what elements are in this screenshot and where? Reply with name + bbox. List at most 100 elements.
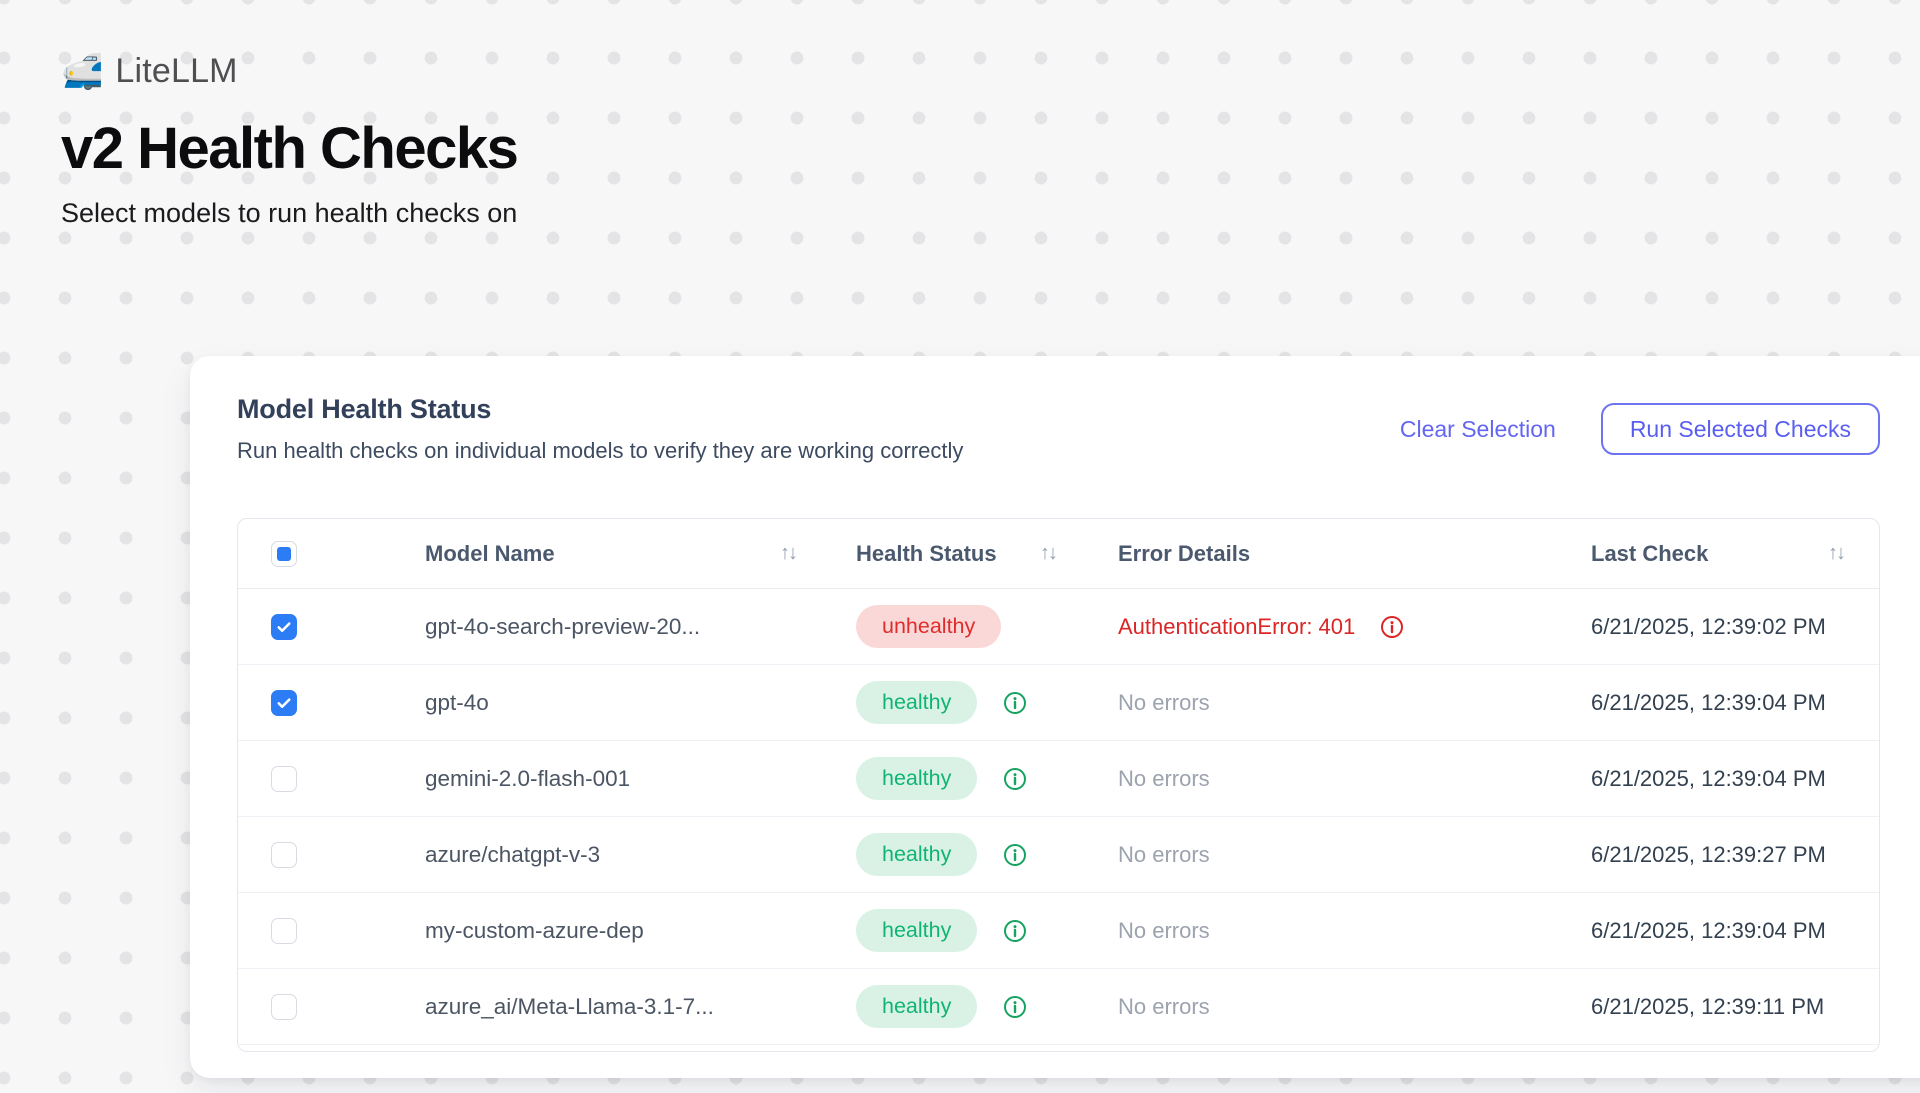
row-select-cell xyxy=(238,765,425,792)
table-row: gpt-4o-search-preview-20... unhealthy Au… xyxy=(238,589,1879,665)
health-table: Model Name ↑↓ Health Status ↑↓ Error Det… xyxy=(237,518,1880,1052)
last-check: 6/21/2025, 12:39:27 PM xyxy=(1591,841,1826,867)
indeterminate-mark-icon xyxy=(277,546,291,561)
model-name-cell: gpt-4o-search-preview-20... xyxy=(425,614,856,640)
error-text: AuthenticationError: 401 xyxy=(1118,613,1356,639)
model-name: gemini-2.0-flash-001 xyxy=(425,765,631,791)
last-check: 6/21/2025, 12:39:02 PM xyxy=(1591,613,1826,639)
last-check: 6/21/2025, 12:39:04 PM xyxy=(1591,689,1826,715)
clear-selection-link[interactable]: Clear Selection xyxy=(1399,415,1556,442)
row-select-cell xyxy=(238,689,425,716)
status-info-icon[interactable] xyxy=(1003,767,1027,791)
train-logo-icon: 🚅 xyxy=(61,52,104,91)
card-subtitle: Run health checks on individual models t… xyxy=(237,438,964,463)
model-name: gpt-4o xyxy=(425,689,489,715)
card-header-text: Model Health Status Run health checks on… xyxy=(237,394,963,464)
last-check-cell: 6/21/2025, 12:39:04 PM xyxy=(1591,766,1879,792)
last-check: 6/21/2025, 12:39:11 PM xyxy=(1591,993,1825,1019)
sort-icon[interactable]: ↑↓ xyxy=(1828,542,1846,564)
brand-name: LiteLLM xyxy=(115,52,238,90)
status-info-icon[interactable] xyxy=(1003,995,1027,1019)
health-status-cell: healthy xyxy=(856,985,1118,1028)
card-header: Model Health Status Run health checks on… xyxy=(237,394,1880,464)
select-all-checkbox[interactable] xyxy=(271,540,297,567)
row-checkbox[interactable] xyxy=(271,613,297,640)
error-text: No errors xyxy=(1118,689,1210,715)
model-health-card: Model Health Status Run health checks on… xyxy=(190,356,1920,1078)
header-last-check-label: Last Check xyxy=(1591,540,1709,566)
table-row: gemini-2.0-flash-001 healthy No errors 6… xyxy=(238,741,1879,817)
error-text: No errors xyxy=(1118,765,1210,791)
error-text: No errors xyxy=(1118,841,1210,867)
health-status-cell: healthy xyxy=(856,681,1118,724)
card-actions: Clear Selection Run Selected Checks xyxy=(1400,403,1880,455)
error-details-cell: AuthenticationError: 401 xyxy=(1118,614,1591,640)
litellm-brand[interactable]: 🚅 LiteLLM xyxy=(61,52,517,91)
header-select-cell xyxy=(238,540,425,567)
header-error-details-label: Error Details xyxy=(1118,540,1251,566)
header-last-check[interactable]: Last Check ↑↓ xyxy=(1591,541,1879,567)
row-checkbox[interactable] xyxy=(271,689,297,716)
model-name-cell: azure_ai/Meta-Llama-3.1-7... xyxy=(425,994,856,1020)
sort-icon[interactable]: ↑↓ xyxy=(780,542,798,564)
last-check-cell: 6/21/2025, 12:39:04 PM xyxy=(1591,918,1879,944)
row-checkbox[interactable] xyxy=(271,993,297,1020)
model-name-cell: gemini-2.0-flash-001 xyxy=(425,766,856,792)
card-title: Model Health Status xyxy=(237,394,492,424)
row-checkbox[interactable] xyxy=(271,841,297,868)
status-info-icon[interactable] xyxy=(1003,843,1027,867)
status-badge: healthy xyxy=(856,681,978,724)
header-model-name[interactable]: Model Name ↑↓ xyxy=(425,541,856,567)
table-body: gpt-4o-search-preview-20... unhealthy Au… xyxy=(238,589,1879,1045)
page-header: 🚅 LiteLLM v2 Health Checks Select models… xyxy=(61,52,519,229)
error-details-cell: No errors xyxy=(1118,842,1591,868)
check-icon xyxy=(277,621,291,632)
last-check: 6/21/2025, 12:39:04 PM xyxy=(1591,765,1826,791)
error-details-cell: No errors xyxy=(1118,918,1591,944)
run-selected-checks-button[interactable]: Run Selected Checks xyxy=(1600,403,1880,455)
status-badge: healthy xyxy=(856,833,978,876)
error-details-cell: No errors xyxy=(1118,994,1591,1020)
header-health-status-label: Health Status xyxy=(856,540,997,566)
last-check-cell: 6/21/2025, 12:39:04 PM xyxy=(1591,690,1879,716)
model-name: azure_ai/Meta-Llama-3.1-7... xyxy=(425,993,714,1019)
header-model-name-label: Model Name xyxy=(425,540,555,566)
status-info-icon[interactable] xyxy=(1003,919,1027,943)
table-row: azure/chatgpt-v-3 healthy No errors 6/21… xyxy=(238,817,1879,893)
clipped-next-row xyxy=(238,1045,1879,1051)
model-name: my-custom-azure-dep xyxy=(425,917,644,943)
status-badge: unhealthy xyxy=(856,605,1002,648)
error-text: No errors xyxy=(1118,993,1210,1019)
row-select-cell xyxy=(238,841,425,868)
row-select-cell xyxy=(238,993,425,1020)
table-row: azure_ai/Meta-Llama-3.1-7... healthy No … xyxy=(238,969,1879,1045)
row-checkbox[interactable] xyxy=(271,765,297,792)
table-row: gpt-4o healthy No errors 6/21/2025, 12:3… xyxy=(238,665,1879,741)
model-name-cell: gpt-4o xyxy=(425,690,856,716)
page-subtitle: Select models to run health checks on xyxy=(61,198,518,228)
header-health-status[interactable]: Health Status ↑↓ xyxy=(856,541,1118,567)
row-checkbox[interactable] xyxy=(271,917,297,944)
status-badge: healthy xyxy=(856,985,978,1028)
header-error-details: Error Details xyxy=(1118,541,1591,567)
error-details-cell: No errors xyxy=(1118,766,1591,792)
sort-icon[interactable]: ↑↓ xyxy=(1040,542,1058,564)
page-title: v2 Health Checks xyxy=(61,116,519,181)
status-info-icon[interactable] xyxy=(1003,691,1027,715)
error-text: No errors xyxy=(1118,917,1210,943)
model-name-cell: my-custom-azure-dep xyxy=(425,918,856,944)
model-name-cell: azure/chatgpt-v-3 xyxy=(425,842,856,868)
last-check: 6/21/2025, 12:39:04 PM xyxy=(1591,917,1826,943)
model-name: azure/chatgpt-v-3 xyxy=(425,841,601,867)
check-icon xyxy=(277,697,291,708)
row-select-cell xyxy=(238,613,425,640)
health-status-cell: unhealthy xyxy=(856,605,1118,648)
error-info-icon[interactable] xyxy=(1380,615,1404,639)
table-row: my-custom-azure-dep healthy No errors 6/… xyxy=(238,893,1879,969)
model-name: gpt-4o-search-preview-20... xyxy=(425,613,701,639)
health-status-cell: healthy xyxy=(856,909,1118,952)
last-check-cell: 6/21/2025, 12:39:27 PM xyxy=(1591,842,1879,868)
health-status-cell: healthy xyxy=(856,757,1118,800)
table-header-row: Model Name ↑↓ Health Status ↑↓ Error Det… xyxy=(238,519,1879,589)
